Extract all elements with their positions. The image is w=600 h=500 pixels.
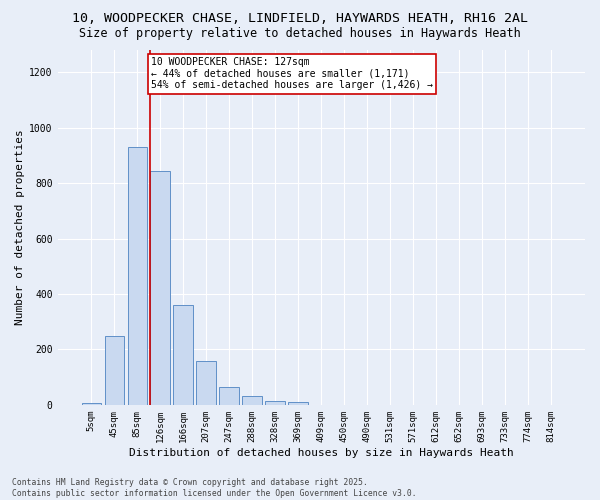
Text: 10 WOODPECKER CHASE: 127sqm
← 44% of detached houses are smaller (1,171)
54% of : 10 WOODPECKER CHASE: 127sqm ← 44% of det… [151,57,433,90]
Bar [104,336,124,405]
Text: Contains HM Land Registry data © Crown copyright and database right 2025.
Contai: Contains HM Land Registry data © Crown c… [12,478,416,498]
Bar [173,305,193,405]
Bar [128,147,147,405]
Bar [151,170,170,405]
Bar [242,396,262,405]
Text: Size of property relative to detached houses in Haywards Heath: Size of property relative to detached ho… [79,28,521,40]
Y-axis label: Number of detached properties: Number of detached properties [15,130,25,326]
X-axis label: Distribution of detached houses by size in Haywards Heath: Distribution of detached houses by size … [129,448,514,458]
Bar [265,400,285,405]
Bar [289,402,308,405]
Bar [82,404,101,405]
Text: 10, WOODPECKER CHASE, LINDFIELD, HAYWARDS HEATH, RH16 2AL: 10, WOODPECKER CHASE, LINDFIELD, HAYWARD… [72,12,528,26]
Bar [196,362,216,405]
Bar [220,387,239,405]
